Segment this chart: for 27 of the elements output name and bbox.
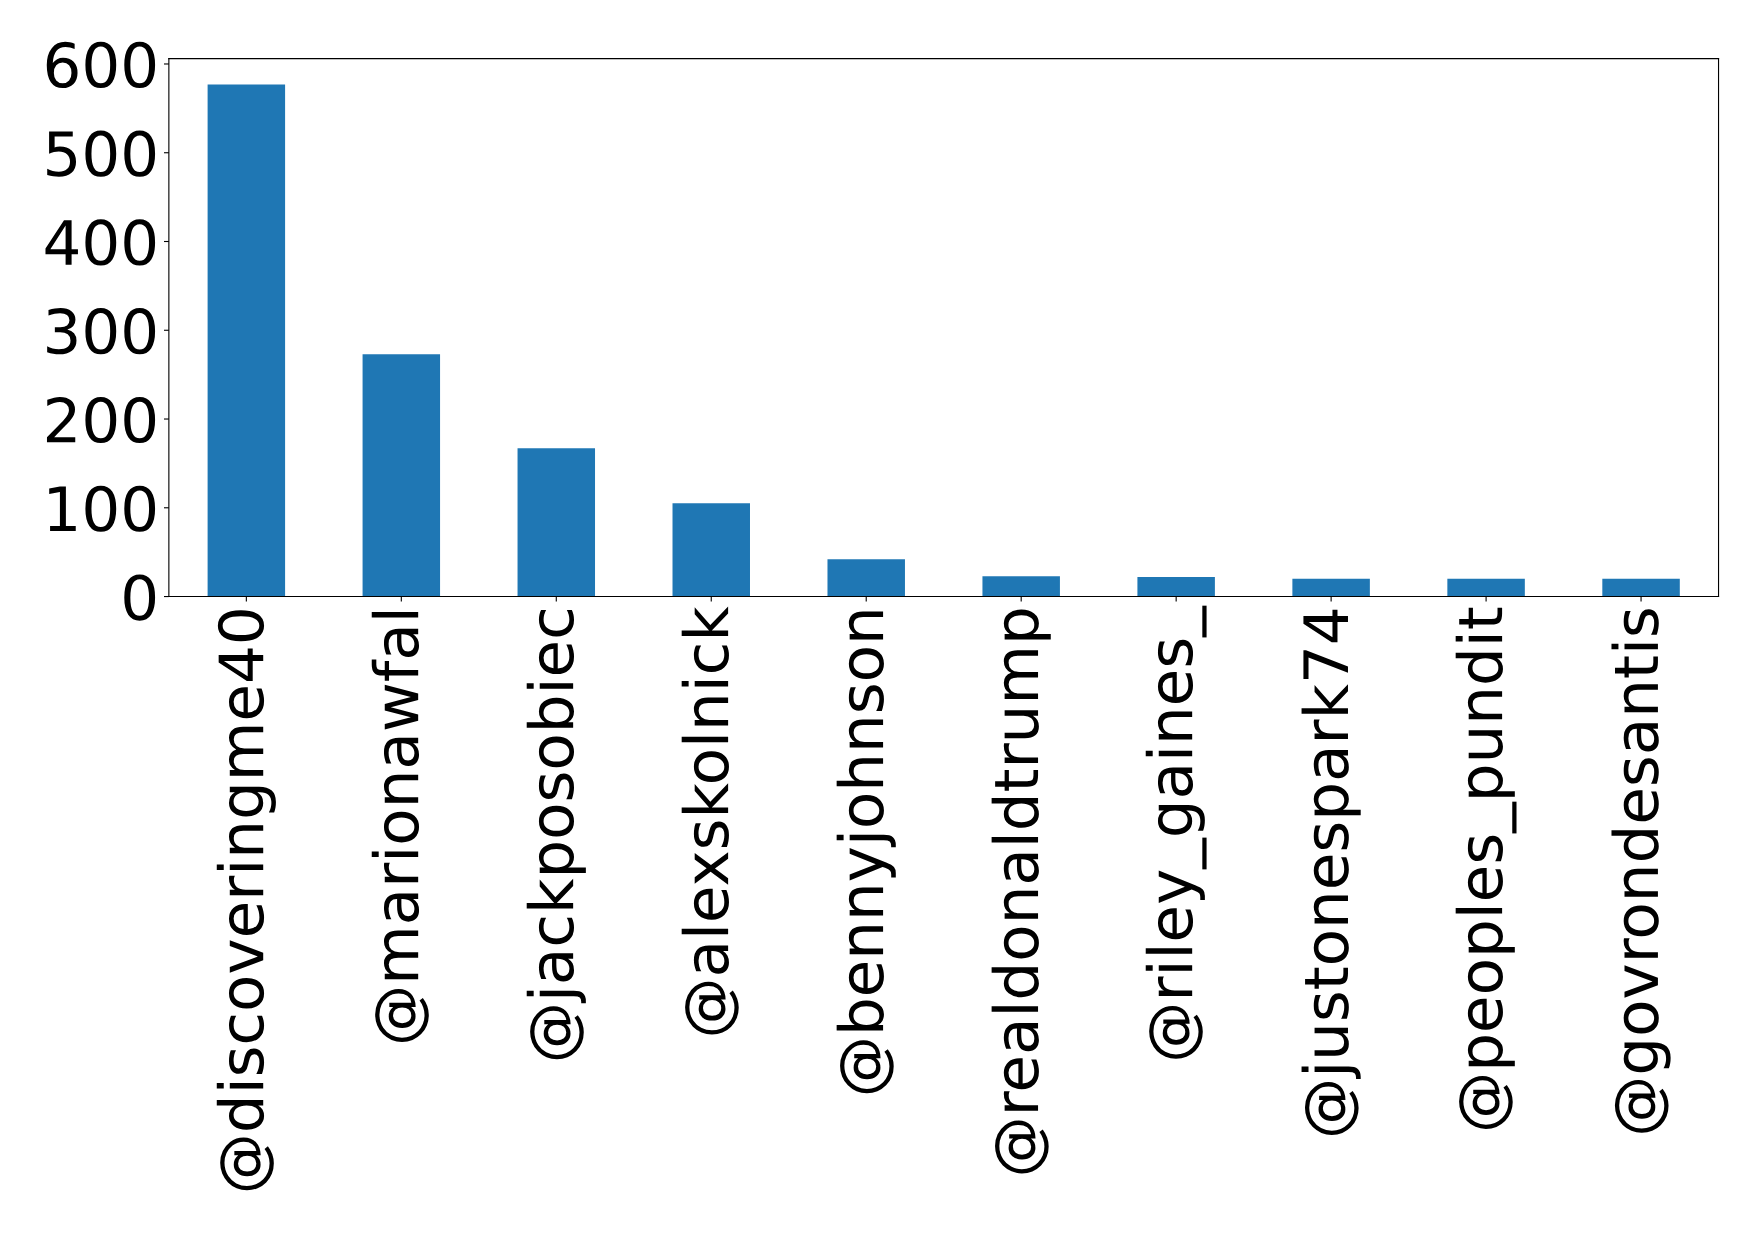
y-tick-label: 600 [46, 41, 156, 89]
x-tick-label: @realdonaldtrump [991, 609, 1051, 1174]
y-tick-label: 0 [124, 574, 156, 621]
x-tick-label: @justonespark74 [1301, 609, 1361, 1135]
bar [1292, 578, 1370, 597]
bar [362, 354, 441, 597]
bar [1602, 578, 1680, 597]
bar [672, 503, 750, 597]
y-tick-label: 400 [45, 219, 156, 266]
bar [827, 559, 905, 597]
x-tick-label: @peoples_pundit [1455, 607, 1517, 1129]
bar [517, 448, 596, 597]
x-tick-label: @govrondesantis [1611, 609, 1671, 1133]
x-tick-label: @riley_gaines_ [1145, 605, 1207, 1059]
x-tick-label: @alexskolnick [681, 606, 739, 1035]
x-tick-label: @marionawfal [371, 611, 429, 1042]
bar [982, 576, 1060, 597]
x-tick-label: @bennyjohnson [836, 611, 896, 1094]
bar [1447, 578, 1525, 597]
y-tick-label: 100 [49, 485, 156, 532]
x-tick-label: @jackposobiec [526, 610, 586, 1060]
y-tick-label: 200 [46, 396, 156, 444]
bar [1137, 577, 1215, 597]
bar [207, 84, 286, 597]
y-tick-label: 300 [47, 308, 156, 355]
x-tick-label: @discoveringme40 [216, 610, 276, 1191]
y-tick-label: 500 [47, 130, 156, 177]
